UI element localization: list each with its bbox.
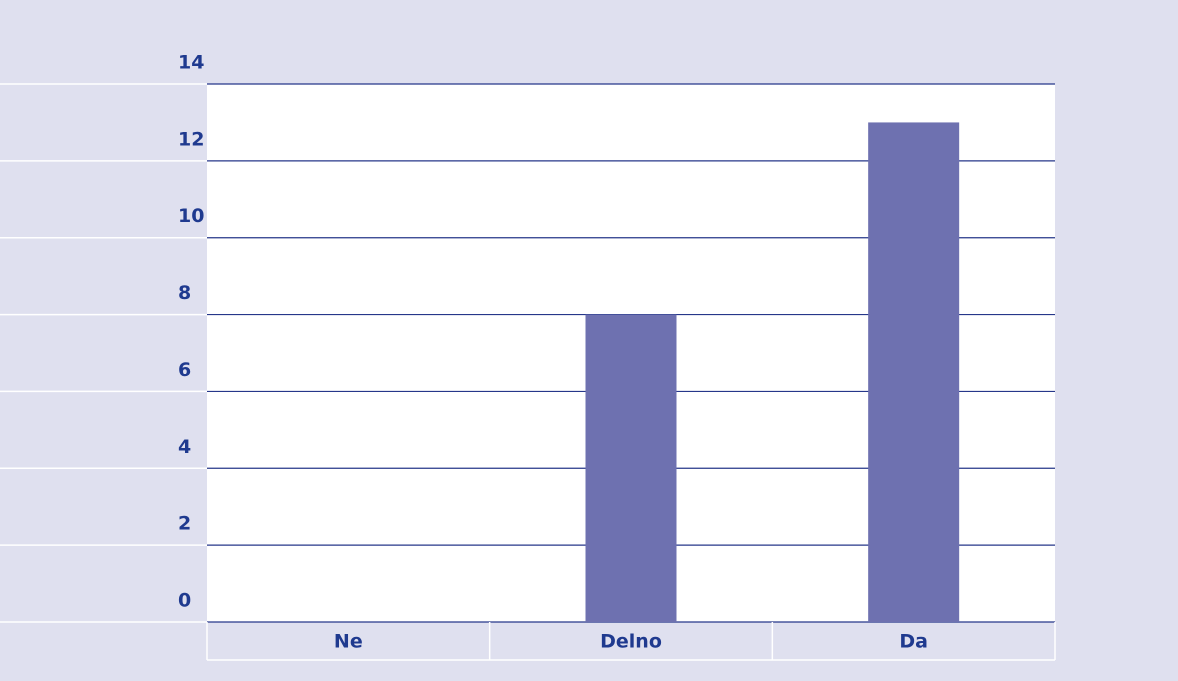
- y-tick-label: 14: [178, 52, 204, 74]
- y-tick-label: 10: [178, 205, 204, 227]
- bar: [868, 122, 960, 622]
- x-tick-label: Delno: [600, 631, 662, 653]
- y-tick-label: 2: [178, 513, 191, 535]
- y-tick-label: 8: [178, 282, 191, 304]
- y-tick-label: 12: [178, 128, 204, 150]
- x-tick-label: Da: [899, 631, 928, 653]
- bar: [585, 314, 677, 622]
- y-tick-label: 6: [178, 359, 191, 381]
- y-tick-label: 4: [178, 436, 191, 458]
- x-tick-label: Ne: [334, 631, 363, 653]
- y-tick-label: 0: [178, 590, 191, 612]
